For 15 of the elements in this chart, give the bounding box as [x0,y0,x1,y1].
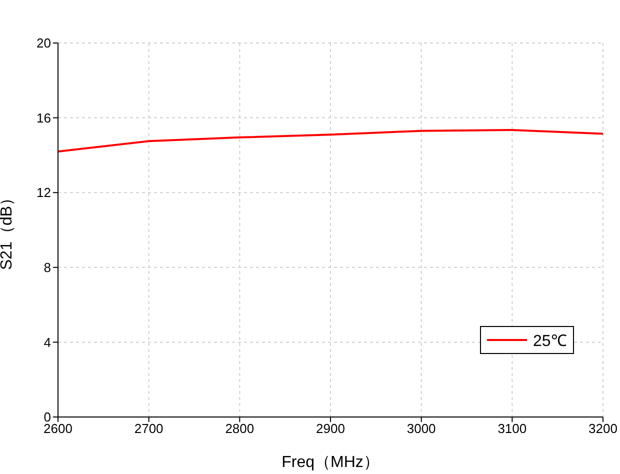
x-tick-label: 3100 [498,421,527,436]
x-tick-label: 3200 [588,421,618,436]
x-tick-label: 2800 [225,421,254,436]
y-tick-label: 8 [44,260,51,276]
y-tick-label: 12 [36,185,51,200]
legend-label: 25℃ [533,332,567,351]
x-tick-label: 3000 [406,421,436,436]
x-tick-label: 2900 [316,421,345,436]
line-series [58,128,603,152]
y-tick-label: 16 [36,110,51,126]
y-tick-label: 4 [44,334,51,350]
x-axis-title: Freq（MHz） [282,454,380,471]
y-axis-title: S21（dB） [0,190,16,270]
y-tick-label: 20 [36,36,51,51]
x-tick-label: 2700 [134,421,164,436]
